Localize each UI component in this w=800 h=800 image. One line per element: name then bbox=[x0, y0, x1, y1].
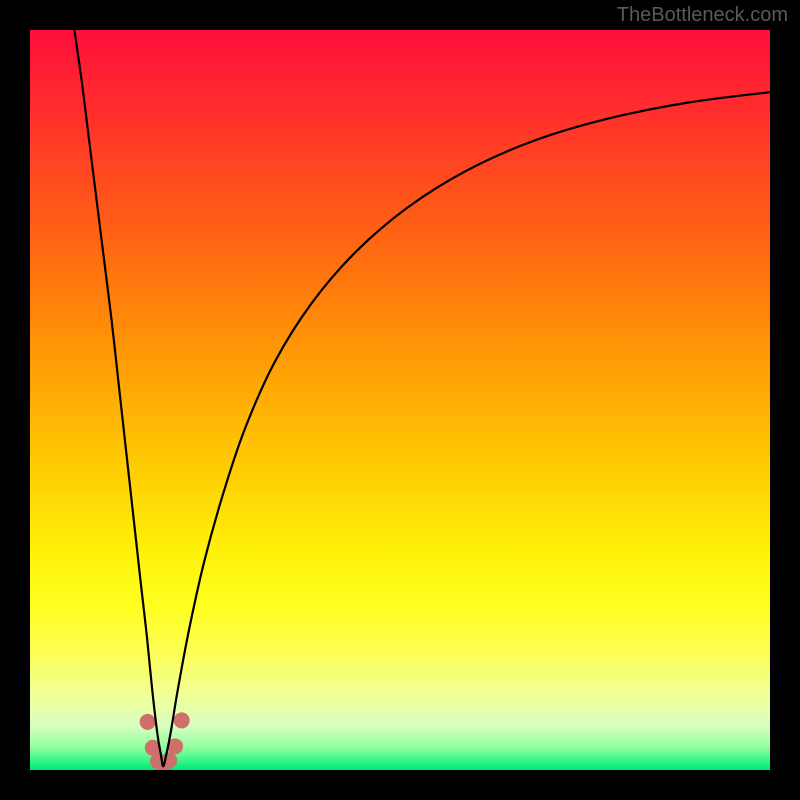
data-marker bbox=[140, 714, 156, 730]
chart-plot-area bbox=[30, 30, 770, 770]
chart-svg bbox=[30, 30, 770, 770]
data-marker bbox=[174, 712, 190, 728]
watermark-text: TheBottleneck.com bbox=[617, 4, 788, 27]
gradient-background bbox=[30, 30, 770, 770]
